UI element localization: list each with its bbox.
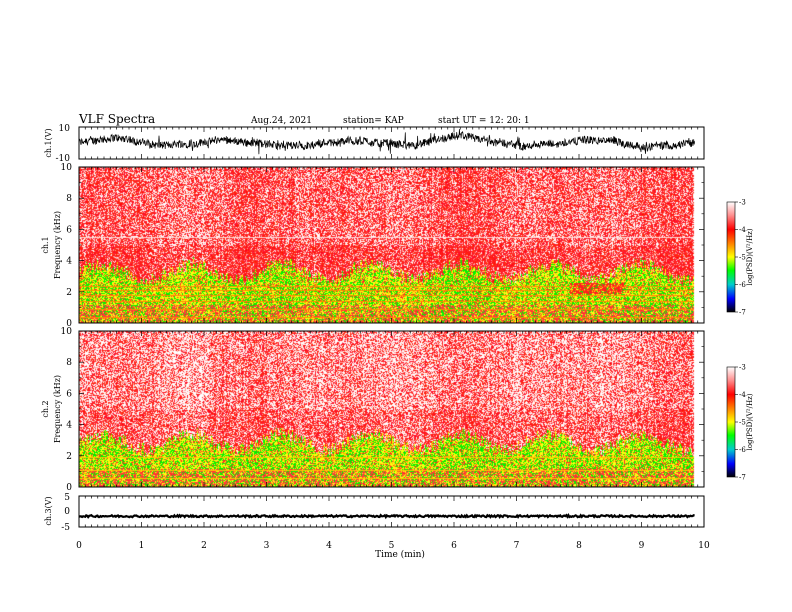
time-axis-label: Time (min) [375,549,425,560]
ch1-spectrogram-image [79,167,704,323]
ch1-colorbar: -3 -4 -5 -6 -7 log(PSD)(V²/Hz) [726,199,754,317]
ch1-spectrogram-xticks [78,167,705,323]
freq-tick-label: 6 [66,389,72,399]
freq-tick-label: 4 [66,421,72,431]
ch2-spectrogram-ylabel-ch: ch.2 [41,400,50,417]
ch3-waveform-frame [78,495,705,528]
freq-tick-label: 0 [66,319,72,329]
ch2-spectrogram-yticks: 0 2 4 6 8 10 [61,327,704,493]
colorbar-tick-label: -6 [739,281,746,289]
station-label: station= KAP [343,116,404,126]
colorbar-tick-label: -4 [739,391,746,399]
colorbar-tick-label: -7 [739,309,746,317]
ch2-colorbar-ticks: -3 -4 -5 -6 -7 [735,364,746,482]
freq-tick-label: 10 [61,163,73,173]
freq-tick-label: 6 [66,225,72,235]
ch3-ytick-top: 5 [64,493,70,503]
time-tick-label: 9 [639,541,645,551]
freq-tick-label: 2 [66,452,72,462]
ch1-colorbar-label: log(PSD)(V²/Hz) [746,228,754,285]
ch1-spectrogram-yticks: 0 2 4 6 8 10 [61,163,704,329]
date-label: Aug.24, 2021 [250,116,312,126]
time-tick-label: 2 [201,541,207,551]
time-tick-label: 4 [326,541,332,551]
ch1-ytick-top: 10 [59,124,71,134]
ch2-spectrogram-panel: 0 2 4 6 8 10 ch.2 Frequency (kHz) [41,327,705,493]
ch3-waveform-panel: 5 0 -5 ch.3(V) [44,493,705,533]
colorbar-tick-label: -7 [739,474,746,482]
ch1-waveform-trace [78,129,695,155]
ch2-spectrogram-image [79,331,704,487]
ch1-spectrogram-ylabel-freq: Frequency (kHz) [53,211,62,279]
colorbar-tick-label: -3 [739,364,746,372]
ch1-waveform-ticks [78,127,705,159]
ch1-waveform-panel: 10 -10 ch.1(V) [44,124,705,164]
freq-tick-label: 8 [66,358,72,368]
freq-tick-label: 10 [61,327,73,337]
time-tick-label: 10 [698,541,710,551]
ch1-spectrogram-ylabel-ch: ch.1 [41,236,50,253]
time-tick-label: 7 [514,541,520,551]
figure-title: VLF Spectra [78,112,155,126]
ch3-ytick-mid: 0 [64,507,70,517]
ch1-waveform-ylabel: ch.1(V) [44,128,53,157]
time-tick-label: 8 [576,541,582,551]
ch1-ytick-bottom: -10 [56,154,71,164]
time-tick-label: 1 [139,541,145,551]
time-axis-tick-labels: 0 1 2 3 4 5 6 7 8 9 10 [76,541,710,551]
colorbar-tick-label: -4 [739,226,746,234]
ch1-colorbar-gradient [726,201,736,313]
ch2-colorbar-label: log(PSD)(V²/Hz) [746,393,754,450]
time-tick-label: 5 [389,541,395,551]
time-tick-label: 3 [264,541,270,551]
freq-tick-label: 4 [66,257,72,267]
time-tick-label: 6 [451,541,457,551]
ch3-ytick-bottom: -5 [61,523,70,533]
colorbar-tick-label: -5 [739,254,746,262]
ch3-waveform-ticks [78,496,705,527]
colorbar-tick-label: -5 [739,419,746,427]
ch2-spectrogram-xticks [78,331,705,487]
colorbar-tick-label: -6 [739,446,746,454]
time-tick-label: 0 [76,541,82,551]
freq-tick-label: 0 [66,483,72,493]
ch3-waveform-ylabel: ch.3(V) [44,496,53,525]
freq-tick-label: 2 [66,288,72,298]
ch2-colorbar: -3 -4 -5 -6 -7 log(PSD)(V²/Hz) [726,364,754,482]
ch3-waveform-trace [78,513,695,520]
ch2-colorbar-gradient [726,366,736,478]
ch1-spectrogram-panel: 0 2 4 6 8 10 ch.1 Frequency (kHz) [41,163,705,329]
start-time-label: start UT = 12: 20: 1 [438,116,530,126]
ch1-colorbar-ticks: -3 -4 -5 -6 -7 [735,199,746,317]
ch2-spectrogram-ylabel-freq: Frequency (kHz) [53,375,62,443]
freq-tick-label: 8 [66,194,72,204]
colorbar-tick-label: -3 [739,199,746,207]
